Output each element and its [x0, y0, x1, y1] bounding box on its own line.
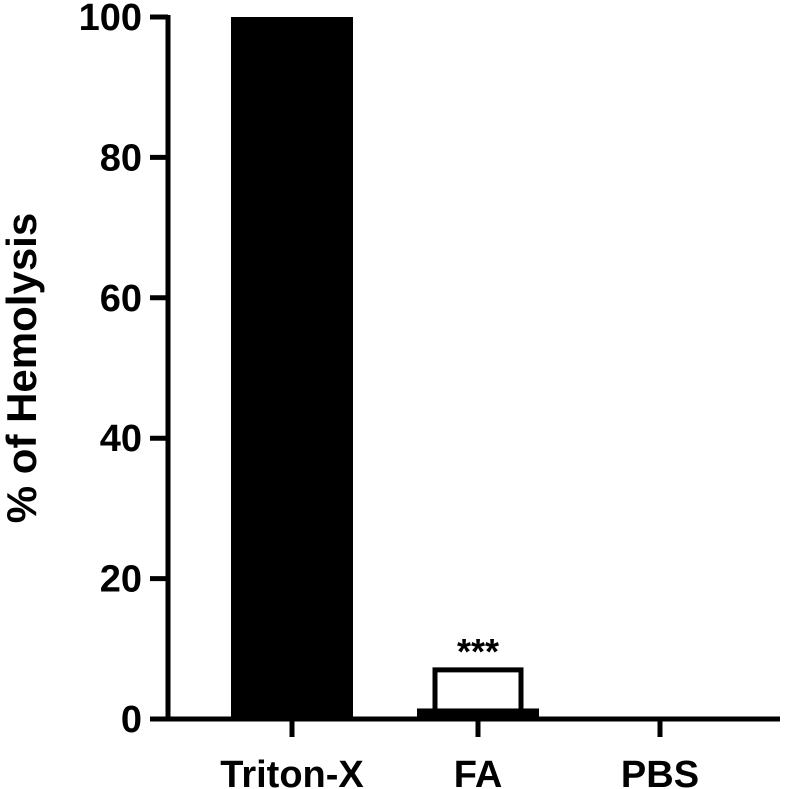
x-tick-label-pbs: PBS	[621, 754, 699, 789]
bar-fa	[417, 708, 539, 719]
x-tick-label-fa: FA	[454, 754, 503, 789]
significance-label-fa: ***	[457, 631, 499, 672]
bar-triton-x	[231, 17, 353, 719]
y-tick-label-40: 40	[100, 418, 142, 460]
error-bar-fa	[432, 667, 524, 709]
y-axis-title: % of Hemolysis	[0, 213, 45, 523]
y-tick-label-80: 80	[100, 137, 142, 179]
y-tick-label-20: 20	[100, 559, 142, 601]
y-ticks: 0 20 40 60 80 100	[79, 0, 168, 741]
bars	[231, 17, 539, 719]
x-tick-label-triton-x: Triton-X	[220, 754, 364, 789]
y-tick-label-60: 60	[100, 278, 142, 320]
y-tick-label-0: 0	[121, 699, 142, 741]
y-tick-label-100: 100	[79, 0, 142, 39]
error-bars: ***	[432, 631, 524, 709]
x-ticks: Triton-X FA PBS	[220, 719, 699, 789]
